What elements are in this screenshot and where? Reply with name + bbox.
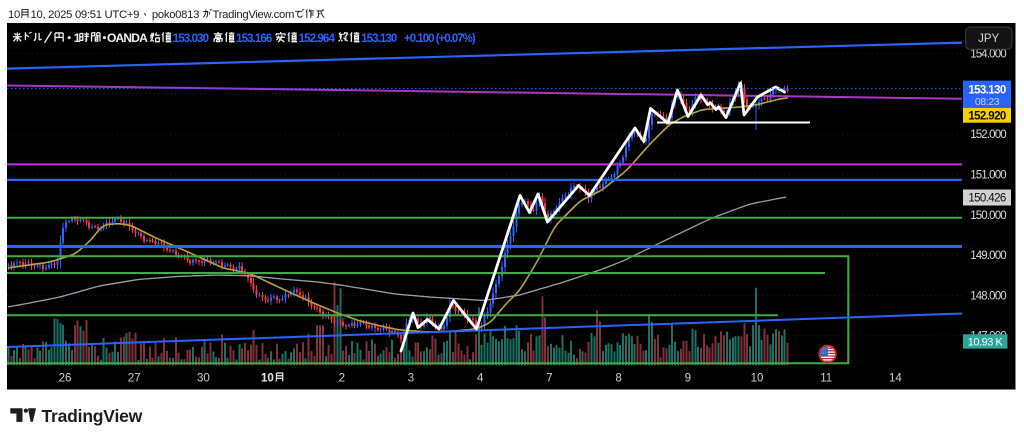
svg-text:TradingView: TradingView	[42, 406, 143, 426]
svg-text:10: 10	[261, 373, 274, 385]
svg-text:2: 2	[339, 373, 345, 385]
svg-text:OANDA: OANDA	[107, 31, 148, 45]
svg-text:152.920: 152.920	[968, 110, 1006, 122]
svg-text:153.130: 153.130	[361, 33, 397, 45]
svg-text:10: 10	[8, 9, 20, 21]
svg-text:11: 11	[820, 373, 832, 385]
svg-text:154.000: 154.000	[970, 49, 1006, 61]
svg-text:153.130: 153.130	[968, 84, 1006, 96]
svg-text:TradingView.com: TradingView.com	[213, 9, 295, 21]
svg-text:151.000: 151.000	[970, 170, 1006, 182]
svg-text:3: 3	[408, 373, 414, 385]
svg-text:14: 14	[889, 373, 902, 385]
svg-text:9: 9	[685, 373, 691, 385]
svg-text:10, 2025 09:51 UTC+9: 10, 2025 09:51 UTC+9	[31, 9, 140, 21]
svg-text:153.030: 153.030	[173, 33, 209, 45]
svg-text:152.964: 152.964	[299, 33, 336, 45]
svg-text:4: 4	[477, 373, 484, 385]
svg-text:JPY: JPY	[978, 33, 999, 45]
svg-text:08:23: 08:23	[975, 96, 1000, 108]
svg-text:26: 26	[59, 373, 72, 385]
svg-text:10.93 K: 10.93 K	[968, 336, 1004, 348]
svg-text:10: 10	[751, 373, 764, 385]
svg-text:150.000: 150.000	[970, 210, 1006, 222]
svg-text:27: 27	[128, 373, 141, 385]
svg-text:poko0813: poko0813	[152, 9, 199, 21]
svg-text:150.426: 150.426	[968, 193, 1006, 205]
svg-text:1: 1	[74, 31, 81, 45]
svg-text:148.000: 148.000	[970, 290, 1006, 302]
svg-text:8: 8	[615, 373, 621, 385]
svg-text:152.000: 152.000	[970, 129, 1006, 141]
svg-text:+0.100 (+0.07%): +0.100 (+0.07%)	[404, 33, 476, 45]
svg-text:149.000: 149.000	[970, 250, 1006, 262]
svg-text:7: 7	[546, 373, 552, 385]
svg-text:30: 30	[197, 373, 210, 385]
svg-text:153.166: 153.166	[236, 33, 272, 45]
